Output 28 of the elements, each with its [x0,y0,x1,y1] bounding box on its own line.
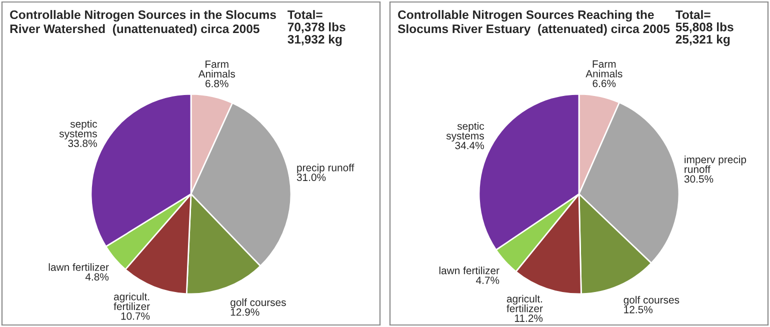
data-label: 4.7% [476,276,500,284]
data-label: 10.7% [121,312,150,320]
data-label: 30.5% [684,175,714,183]
data-label: 31.0% [296,174,326,182]
data-label: 6.8% [206,80,228,88]
slice-label: Farm Animals [586,60,622,78]
slice-label: golf courses [624,296,680,306]
data-label: 33.8% [68,140,97,148]
slice-label: septic systems [446,122,484,142]
slice-label: septic systems [59,120,98,140]
slice-label: agricult. fertilizer [506,294,543,312]
slice-label: lawn fertilizer [439,266,500,274]
slice-label: agricult. fertilizer [114,292,150,310]
data-label: 4.8% [85,273,109,281]
chart-title: Controllable Nitrogen Sources in the Slocums River Watershed (unattenuated) circa 2005 [10,10,276,36]
slice-label: imperv precip runoff [684,156,746,173]
data-label: 11.2% [514,314,543,322]
slice-label: lawn fertilizer [48,263,109,271]
slice-label: Farm Animals [198,60,236,78]
text: Total= 70,378 lbs 31,932 kg [288,10,346,46]
data-label: 6.6% [592,80,616,88]
slice-label: golf courses [230,298,286,308]
data-label: 34.4% [455,142,484,150]
data-label: 12.5% [624,306,653,314]
data-label: 12.9% [230,308,260,316]
text: Total= 55,808 lbs 25,321 kg [676,10,734,46]
slice-label: precip runoff [297,164,354,174]
chart-title: Controllable Nitrogen Sources Reaching the Slocums River Estuary (attenuated) circa 2005 [398,10,670,36]
